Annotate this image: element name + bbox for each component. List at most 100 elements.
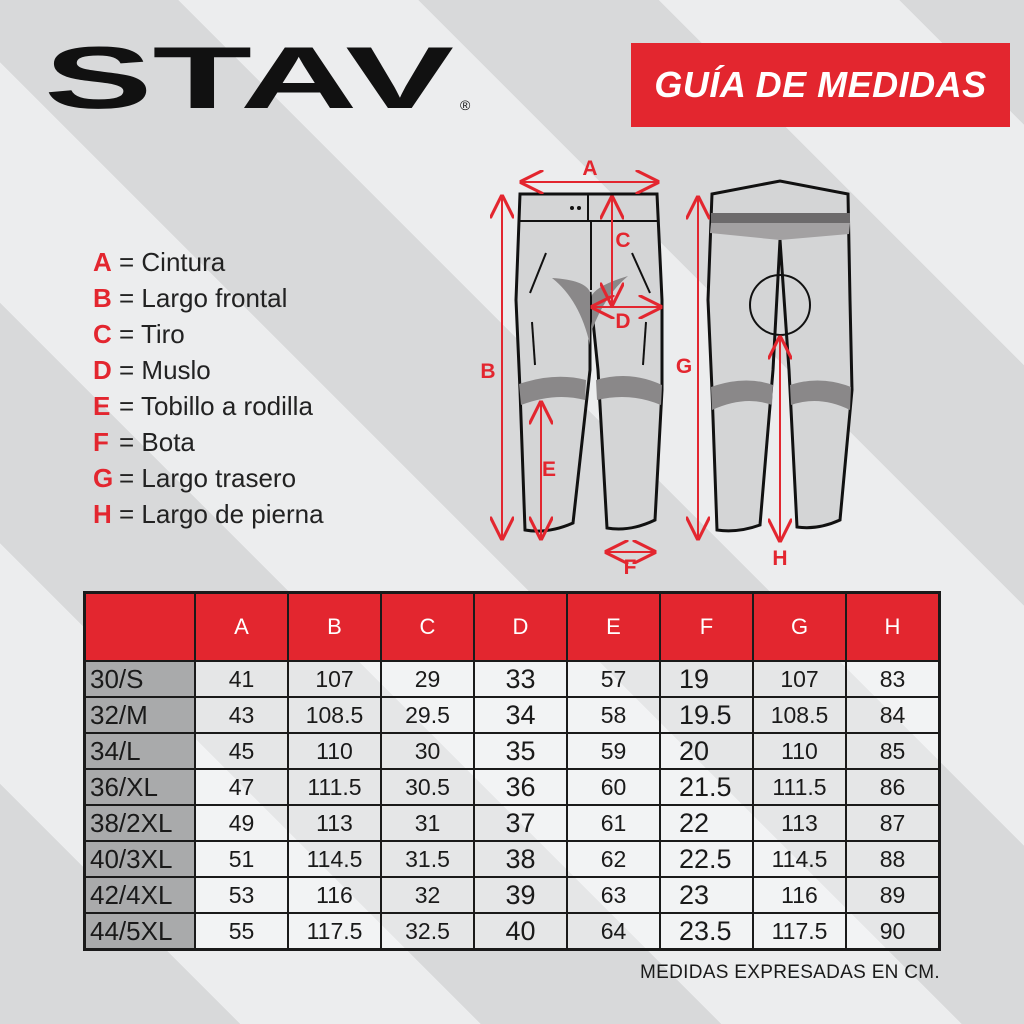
legend-key: H [93,499,112,529]
size-cell: 34/L [83,732,196,770]
measurement-arrows [502,182,780,552]
measurement-cell: 55 [194,912,289,951]
measurement-cell: 33 [473,660,568,698]
label-g: G [676,355,692,378]
measurement-cell: 88 [845,840,941,878]
column-header: A [194,591,289,662]
legend-item: A = Cintura [93,244,324,280]
measurement-cell: 85 [845,732,941,770]
size-cell: 38/2XL [83,804,196,842]
legend-label: = Tobillo a rodilla [119,391,313,421]
measurement-cell: 31 [380,804,475,842]
legend-item: H = Largo de pierna [93,496,324,532]
legend-label: = Largo trasero [119,463,297,493]
measurement-cell: 114.5 [287,840,382,878]
measurement-cell: 38 [473,840,568,878]
legend-key: G [93,463,114,493]
measurement-cell: 61 [566,804,661,842]
size-cell: 40/3XL [83,840,196,878]
measurement-cell: 32.5 [380,912,475,951]
label-e: E [542,458,556,481]
measurement-cell: 36 [473,768,568,806]
measurement-cell: 21.5 [659,768,754,806]
measurement-cell: 34 [473,696,568,734]
size-cell: 36/XL [83,768,196,806]
measurement-cell: 58 [566,696,661,734]
legend-key: D [93,355,112,385]
column-header: G [752,591,847,662]
legend-item: C = Tiro [93,316,324,352]
table-row: 34/L 45 110 30 35 59 20 110 85 [83,732,941,770]
measurement-cell: 29 [380,660,475,698]
column-header: H [845,591,941,662]
size-cell: 32/M [83,696,196,734]
measurement-cell: 108.5 [287,696,382,734]
legend-label: = Cintura [119,247,226,277]
measurement-cell: 110 [287,732,382,770]
back-pants-icon [706,179,854,533]
legend-key: F [93,427,109,457]
page-title: GUÍA DE MEDIDAS [654,64,987,105]
measurement-cell: 60 [566,768,661,806]
measurement-cell: 86 [845,768,941,806]
size-cell: 42/4XL [83,876,196,914]
measurement-cell: 23 [659,876,754,914]
measurement-cell: 83 [845,660,941,698]
measurement-cell: 116 [287,876,382,914]
measurement-cell: 90 [845,912,941,951]
measurement-cell: 53 [194,876,289,914]
measurement-cell: 30.5 [380,768,475,806]
measurement-cell: 113 [752,804,847,842]
column-header: D [473,591,568,662]
svg-text:STAV: STAV [44,36,455,116]
size-cell: 44/5XL [83,912,196,951]
measurement-cell: 23.5 [659,912,754,951]
measurement-cell: 22 [659,804,754,842]
svg-text:®: ® [460,97,471,113]
units-note: MEDIDAS EXPRESADAS EN CM. [640,962,940,983]
legend-item: D = Muslo [93,352,324,388]
table-row: 40/3XL 51 114.5 31.5 38 62 22.5 114.5 88 [83,840,941,878]
measurement-cell: 32 [380,876,475,914]
table-row: 36/XL 47 111.5 30.5 36 60 21.5 111.5 86 [83,768,941,806]
measurement-cell: 117.5 [287,912,382,951]
measurement-cell: 43 [194,696,289,734]
legend-item: E = Tobillo a rodilla [93,388,324,424]
measurement-cell: 51 [194,840,289,878]
legend-key: A [93,247,112,277]
measurement-cell: 107 [752,660,847,698]
legend-item: F = Bota [93,424,324,460]
measurement-cell: 111.5 [287,768,382,806]
table-row: 30/S 41 107 29 33 57 19 107 83 [83,660,941,698]
measurement-cell: 111.5 [752,768,847,806]
measurement-cell: 41 [194,660,289,698]
measurement-cell: 59 [566,732,661,770]
measurement-cell: 19.5 [659,696,754,734]
measurement-cell: 64 [566,912,661,951]
table-row: 44/5XL 55 117.5 32.5 40 64 23.5 117.5 90 [83,912,941,951]
column-header: C [380,591,475,662]
measurement-cell: 31.5 [380,840,475,878]
label-f: F [624,556,637,579]
legend-label: = Tiro [119,319,185,349]
size-cell: 30/S [83,660,196,698]
legend-key: B [93,283,112,313]
stav-logo: STAV ® [44,36,471,116]
column-header: F [659,591,754,662]
legend-key: E [93,391,111,421]
header-corner [83,591,196,662]
measurement-cell: 22.5 [659,840,754,878]
measurement-cell: 107 [287,660,382,698]
measurement-cell: 45 [194,732,289,770]
legend-item: G = Largo trasero [93,460,324,496]
measurement-cell: 113 [287,804,382,842]
measurement-cell: 57 [566,660,661,698]
measurement-cell: 35 [473,732,568,770]
front-pants-icon [514,192,664,533]
measurement-cell: 20 [659,732,754,770]
label-c: C [615,229,630,252]
measurement-legend: A = Cintura B = Largo frontal C = Tiro D = Musl… [93,244,324,532]
pants-measurement-diagram: A B C D E F G H [480,157,854,579]
measurement-cell: 47 [194,768,289,806]
